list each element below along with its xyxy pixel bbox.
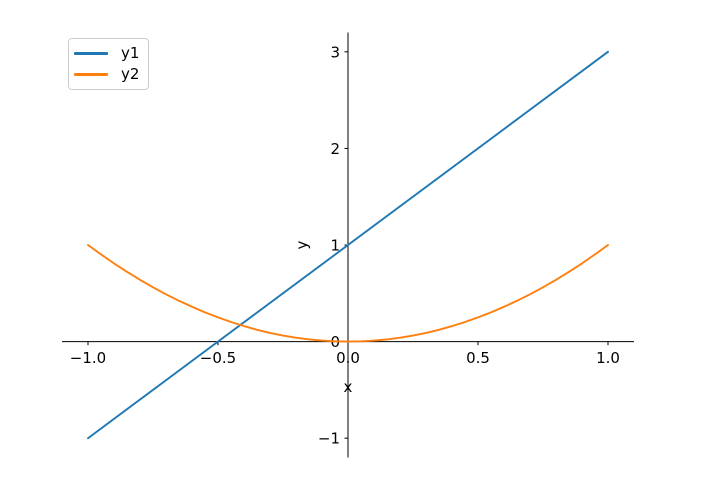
- legend-item-y1: y1: [74, 43, 139, 64]
- legend-label-y1: y1: [121, 44, 140, 62]
- y-tick-label: −1: [318, 430, 340, 448]
- legend-label-y2: y2: [121, 65, 140, 83]
- legend-item-y2: y2: [74, 64, 139, 85]
- x-tick-label: −1.0: [70, 349, 106, 367]
- x-tick-label: −0.5: [200, 349, 236, 367]
- x-tick-label: 0.0: [336, 349, 360, 367]
- y-tick-label: 2: [330, 140, 340, 158]
- legend-line-swatch-y1: [74, 52, 108, 55]
- legend-line-swatch-y2: [74, 73, 108, 76]
- series-line-y2: [87, 244, 609, 343]
- x-tick-label: 1.0: [596, 349, 620, 367]
- series-line-y1: [87, 50, 609, 440]
- y-tick-label: 1: [330, 237, 340, 255]
- x-axis-label: x: [344, 378, 353, 396]
- y-axis-label: y: [293, 240, 311, 249]
- legend: y1 y2: [68, 38, 150, 90]
- x-tick-label: 0.5: [466, 349, 490, 367]
- y-tick-label: 3: [330, 43, 340, 61]
